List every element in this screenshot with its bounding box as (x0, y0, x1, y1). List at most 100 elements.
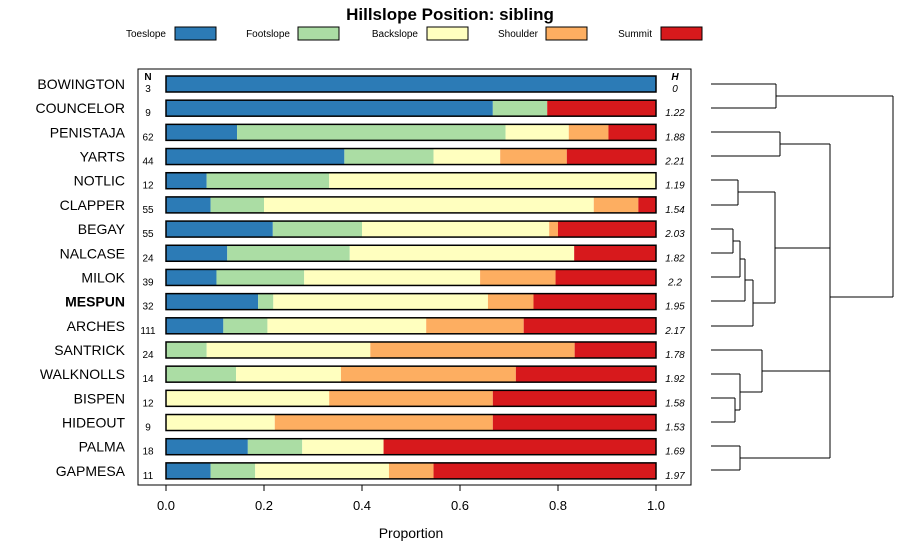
bar-segment-summit (492, 414, 656, 431)
row-label: NOTLIC (74, 173, 125, 189)
bar-segment-toeslope (166, 438, 248, 455)
chart-title: Hillslope Position: sibling (346, 5, 554, 24)
bar-segment-backslope (362, 221, 550, 238)
h-value: 2.03 (664, 229, 685, 240)
bar-segment-shoulder (487, 293, 534, 310)
bar-segment-summit (638, 196, 656, 213)
row-label: GAPMESA (56, 463, 126, 479)
row-councelor: COUNCELOR 9 1.22 (36, 99, 685, 119)
n-value: 62 (142, 132, 154, 143)
row-label: MILOK (81, 269, 125, 285)
bar-segment-summit (492, 390, 656, 407)
x-tick-label: 0.2 (255, 498, 273, 513)
row-label: ARCHES (67, 318, 125, 334)
row-begay: BEGAY 55 2.03 (78, 220, 685, 240)
bar-segment-footslope (223, 317, 268, 334)
legend-label-toeslope: Toeslope (126, 29, 166, 40)
bar-segment-backslope (304, 269, 481, 286)
n-value: 24 (142, 350, 154, 361)
n-value: 14 (142, 374, 154, 385)
row-label: PENISTAJA (50, 124, 126, 140)
bar-segment-summit (523, 317, 656, 334)
bar-outline (165, 220, 657, 238)
bar-outline (165, 171, 657, 190)
bar-segment-summit (574, 245, 656, 262)
bar-outline (165, 317, 657, 335)
bar-outline (165, 123, 657, 142)
bar-outline (165, 365, 657, 383)
row-gapmesa: GAPMESA 11 1.97 (56, 462, 685, 482)
legend-label-footslope: Footslope (246, 29, 290, 40)
bar-outline (165, 147, 657, 166)
bar-segment-shoulder (568, 124, 609, 141)
legend-swatch-backslope (426, 26, 469, 41)
legend-swatch-summit (660, 26, 703, 41)
n-value: 9 (145, 108, 151, 119)
row-label: NALCASE (60, 245, 125, 261)
bar-segment-footslope (492, 100, 548, 117)
legend-swatch-footslope (297, 26, 340, 41)
bar-segment-shoulder (593, 196, 639, 213)
bar-segment-toeslope (166, 76, 656, 92)
row-clapper: CLAPPER 55 1.54 (60, 196, 685, 216)
bar-segment-backslope (267, 317, 427, 334)
n-value: 12 (142, 398, 154, 409)
bar-outline (165, 244, 657, 263)
bar-segment-toeslope (166, 269, 217, 286)
bar-outline (165, 75, 657, 93)
n-value: 44 (142, 157, 154, 168)
bar-segment-shoulder (329, 390, 493, 407)
bar-segment-backslope (329, 172, 656, 189)
row-label: PALMA (79, 439, 126, 455)
n-value: 111 (140, 326, 156, 337)
row-bowington: BOWINGTON 3 0 (37, 75, 678, 95)
bar-segment-toeslope (166, 317, 224, 334)
x-axis-title: Proportion (379, 525, 444, 541)
h-value: 2.2 (667, 277, 682, 288)
row-label: CLAPPER (60, 197, 125, 213)
row-label: WALKNOLLS (40, 366, 125, 382)
bar-outline (165, 99, 657, 117)
bar-segment-backslope (166, 390, 330, 407)
bar-segment-shoulder (426, 317, 524, 334)
bar-segment-summit (533, 293, 656, 310)
dendrogram (711, 83, 894, 471)
row-label: MESPUN (65, 294, 125, 310)
bar-segment-shoulder (480, 269, 556, 286)
row-yarts: YARTS 44 2.21 (80, 147, 685, 168)
bar-outline (165, 196, 657, 214)
bar-segment-footslope (210, 196, 264, 213)
h-value: 1.92 (665, 374, 685, 385)
row-notlic: NOTLIC 12 1.19 (74, 171, 685, 192)
bar-segment-backslope (236, 366, 341, 383)
h-value: 1.78 (665, 350, 685, 361)
n-value: 9 (145, 423, 151, 434)
h-value: 1.54 (665, 205, 685, 216)
bar-segment-shoulder (549, 221, 558, 238)
bar-segment-toeslope (166, 245, 228, 262)
bar-outline (165, 292, 657, 311)
h-value: 1.69 (665, 447, 685, 458)
row-nalcase: NALCASE 24 1.82 (60, 244, 685, 264)
h-value: 1.97 (665, 471, 685, 482)
h-value: 1.82 (665, 253, 685, 264)
x-tick-label: 0.4 (353, 498, 371, 513)
h-value: 1.53 (665, 423, 685, 434)
bar-segment-summit (558, 221, 656, 238)
bar-segment-shoulder (500, 148, 567, 165)
plot-area: N H BOWINGTON 3 0 COUNCELOR 9 1.22 PENISTAJA 62 1.… (36, 68, 692, 541)
bar-segment-summit (383, 438, 656, 455)
row-label: YARTS (80, 149, 125, 165)
legend: Toeslope Footslope Backslope Shoulder Summit (126, 26, 703, 41)
bar-segment-footslope (227, 245, 350, 262)
h-value: 1.95 (665, 302, 685, 313)
n-value: 12 (142, 181, 154, 192)
bar-segment-summit (555, 269, 656, 286)
h-value: 2.17 (664, 326, 685, 337)
row-hideout: HIDEOUT 9 1.53 (62, 413, 685, 434)
bar-segment-footslope (210, 462, 256, 479)
legend-label-backslope: Backslope (372, 29, 419, 40)
row-label: SANTRICK (54, 342, 125, 358)
h-value: 1.22 (665, 108, 685, 119)
h-value: 1.58 (665, 398, 685, 409)
